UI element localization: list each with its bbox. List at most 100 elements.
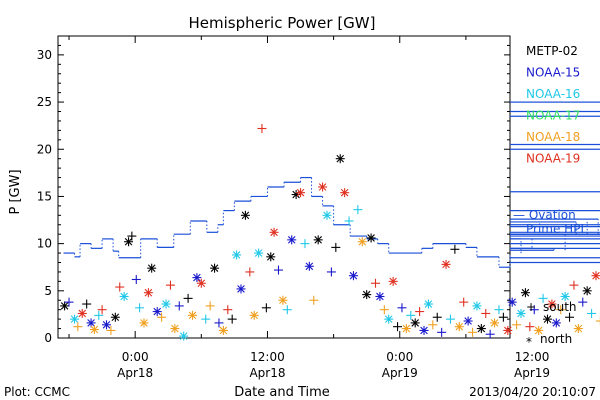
x-tick-date-label: Apr19 [514,366,550,380]
x-tick-label: 0:00 [386,350,413,364]
marker-stroke [270,228,278,237]
north-point-marker [147,263,157,273]
marker-stroke [70,315,79,323]
north-point-marker [419,325,429,335]
south-point-marker [257,123,267,133]
north-point-marker [551,318,561,328]
marker-stroke [420,326,428,335]
north-point-marker [86,318,96,328]
south-point-marker [282,305,292,315]
marker-stroke [193,273,201,282]
south-point-marker [393,322,403,332]
south-point-marker [227,314,237,324]
north-point-marker [472,301,482,311]
north-point-marker [542,314,552,324]
north-point-marker [388,276,398,286]
north-point-marker [507,297,517,307]
marker-stroke [87,319,95,327]
south-point-marker [494,305,504,315]
marker-stroke [552,319,561,327]
y-tick-label: 10 [37,237,52,251]
north-point-marker [476,324,486,334]
north-point-marker [269,227,279,237]
y-tick-label: 0 [44,331,52,345]
south-point-marker [261,303,271,313]
marker-stroke [250,311,259,320]
marker-stroke [210,264,219,272]
south-point-marker [428,320,438,330]
marker-stroke [279,296,287,305]
south-point-marker [331,242,341,252]
marker-stroke [323,211,331,220]
marker-stroke [197,279,206,288]
north-point-marker [296,188,306,198]
south-point-marker [432,312,442,322]
marker-stroke [241,211,250,220]
y-axis-title: P [GW] [8,169,23,214]
marker-stroke [147,264,156,272]
marker-stroke [102,320,111,329]
north-point-marker [340,188,350,198]
legend-series-label: NOAA-16 [526,87,580,101]
south-point-marker [326,267,336,277]
legend-north-symbol: * [526,335,532,349]
marker-stroke [314,236,322,244]
north-point-marker [423,299,433,309]
south-point-marker [525,322,535,332]
south-point-marker [485,329,495,339]
marker-stroke [442,260,450,269]
north-point-marker [384,314,394,324]
north-point-marker [278,295,288,305]
legend-north-label: north [540,332,572,346]
south-point-marker [371,278,381,288]
north-point-marker [547,299,557,309]
marker-stroke [340,188,349,197]
south-point-marker [529,305,539,315]
marker-stroke [358,237,367,246]
south-point-marker [587,308,597,318]
data-points [60,123,600,341]
legend-ovation-label-2: Prime HPI [526,222,584,236]
marker-stroke [153,307,162,316]
y-tick-label: 20 [37,142,52,156]
north-point-marker [240,210,250,220]
legend: METP-02 NOAA-15 NOAA-16 NOAA-17 NOAA-18 NOAA-… [513,44,584,236]
south-point-marker [406,310,416,320]
marker-stroke [111,313,120,322]
north-point-marker [254,248,264,258]
north-point-marker [89,325,99,335]
north-point-marker [152,307,162,317]
marker-stroke [464,317,472,325]
legend-series-label: NOAA-18 [526,130,580,144]
north-point-marker [266,252,276,262]
south-point-marker [245,267,255,277]
marker-stroke [266,253,275,261]
south-point-marker [538,293,548,303]
south-point-marker [397,303,407,313]
north-point-marker [503,325,513,335]
south-point-marker [437,327,447,337]
legend-series-label: NOAA-17 [526,109,580,123]
marker-stroke [424,300,433,308]
south-point-marker [481,308,491,318]
north-point-marker [534,325,544,335]
south-point-marker [379,305,389,315]
marker-stroke [287,236,296,244]
y-tick-label: 15 [37,189,52,203]
marker-stroke [60,302,69,310]
south-point-marker [82,299,92,309]
south-point-marker [157,312,167,322]
north-point-marker [161,299,171,309]
marker-stroke [349,271,358,280]
north-point-marker [110,312,120,322]
marker-stroke [583,287,591,295]
south-point-marker [300,239,310,249]
marker-stroke [376,292,384,301]
north-point-marker [560,291,570,301]
marker-stroke [389,277,397,286]
north-point-marker [187,310,197,320]
marker-stroke [90,325,99,334]
south-point-marker [115,282,125,292]
south-point-marker [201,314,211,324]
south-point-marker [565,312,575,322]
